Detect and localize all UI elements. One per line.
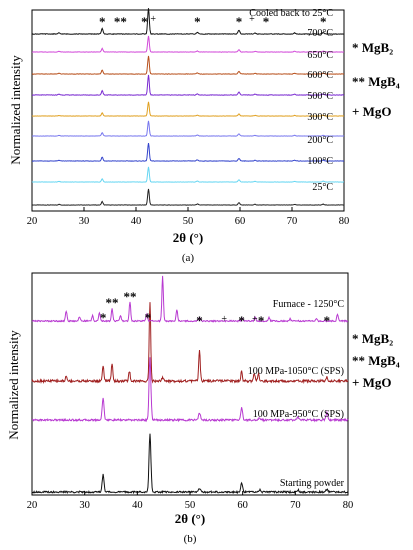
phase-marker: ** <box>123 289 136 304</box>
tick-label: 50 <box>183 216 194 227</box>
panel-a-caption: (a) <box>182 252 195 264</box>
phase-marker: * <box>99 14 106 29</box>
phase-marker: * <box>196 313 203 328</box>
phase-marker: * <box>263 14 270 29</box>
trace-label: 100 MPa-1050°C (SPS) <box>248 366 344 377</box>
panel-a-x-ticks: 20 30 40 50 60 70 80 <box>27 207 350 227</box>
tick-label: 30 <box>79 216 90 227</box>
panel-b-legend: * MgB₂ ** MgB₄ + MgO <box>352 331 400 390</box>
tick-label: 60 <box>237 500 248 511</box>
trace-line-3 <box>31 275 348 323</box>
panel-b-x-ticks: 20 30 40 50 60 70 80 <box>27 491 354 511</box>
trace-label: Furnace - 1250°C <box>273 299 345 310</box>
tick-label: 40 <box>132 500 143 511</box>
panel-b-trace-labels: Starting powder 100 MPa-950°C (SPS) 100 MP… <box>248 299 345 489</box>
trace-label: 25°C <box>312 182 333 193</box>
trace-line-0 <box>31 188 345 206</box>
trace-line-4 <box>31 101 345 117</box>
trace-line-1 <box>31 357 349 423</box>
panel-a-x-axis-label: 2θ (°) <box>173 230 203 245</box>
phase-marker: + <box>150 14 156 25</box>
trace-label: Starting powder <box>280 478 345 489</box>
panel-b-x-axis-label: 2θ (°) <box>175 511 205 526</box>
legend-entry: + MgO <box>352 375 392 390</box>
trace-label: Cooled back to 25°C <box>249 8 333 19</box>
tick-label: 80 <box>343 500 354 511</box>
phase-marker: ** <box>106 295 119 310</box>
phase-marker: * <box>100 310 107 325</box>
tick-label: 40 <box>131 216 142 227</box>
legend-entry: * MgB₂ <box>352 40 393 55</box>
phase-marker: * <box>145 310 152 325</box>
trace-label: 200°C <box>307 135 333 146</box>
panel-a: * ** * + * * + * * 25°C100°C200°C300°C500°C600°C… <box>8 8 400 264</box>
phase-marker: * <box>141 14 148 29</box>
phase-marker: * <box>324 313 331 328</box>
trace-label: 600°C <box>307 70 333 81</box>
trace-line-7 <box>32 35 345 53</box>
tick-label: 70 <box>290 500 301 511</box>
trace-label: 100 MPa-950°C (SPS) <box>253 409 344 420</box>
panel-b-y-axis-label: Normalized intensity <box>6 330 21 440</box>
tick-label: 30 <box>79 500 90 511</box>
legend-entry: ** MgB₄ <box>352 353 400 368</box>
trace-line-6 <box>31 55 345 75</box>
phase-marker: * <box>320 14 327 29</box>
tick-label: 20 <box>27 216 38 227</box>
tick-label: 60 <box>235 216 246 227</box>
phase-marker: + <box>252 314 258 325</box>
legend-entry: * MgB₂ <box>352 331 393 346</box>
phase-marker: * <box>258 313 265 328</box>
trace-label: 500°C <box>307 91 333 102</box>
phase-marker: + <box>249 14 255 25</box>
tick-label: 50 <box>185 500 196 511</box>
trace-label: 100°C <box>307 156 333 167</box>
phase-marker: * <box>238 313 245 328</box>
panel-a-y-axis-label: Normalized intensity <box>8 55 23 165</box>
trace-line-2 <box>31 302 349 385</box>
phase-marker: + <box>221 314 227 325</box>
legend-entry: ** MgB₄ <box>352 74 400 89</box>
legend-entry: + MgO <box>352 104 392 119</box>
panel-b-phase-markers: *** *** * + * + * * <box>100 289 330 328</box>
panel-a-traces <box>31 8 345 206</box>
trace-label: 300°C <box>307 112 333 123</box>
tick-label: 80 <box>339 216 350 227</box>
panel-a-phase-markers: * ** * + * * + * * <box>99 14 327 29</box>
trace-line-2 <box>32 143 345 162</box>
tick-label: 70 <box>287 216 298 227</box>
trace-line-1 <box>31 166 344 183</box>
trace-line-8 <box>31 8 344 36</box>
phase-marker: * <box>236 14 243 29</box>
trace-label: 650°C <box>307 50 333 61</box>
trace-line-3 <box>31 120 345 137</box>
phase-marker: * <box>194 14 201 29</box>
tick-label: 20 <box>27 500 38 511</box>
trace-line-5 <box>31 74 345 96</box>
panel-a-trace-labels: 25°C 100°C 200°C 300°C 500°C 600°C 650°C 700°C C… <box>249 8 333 193</box>
trace-label: 700°C <box>307 28 333 39</box>
phase-marker: ** <box>114 14 127 29</box>
panel-a-plot-frame <box>31 9 345 212</box>
panel-b-caption: (b) <box>184 533 197 545</box>
panel-a-legend: * MgB₂ ** MgB₄ + MgO <box>352 40 400 119</box>
